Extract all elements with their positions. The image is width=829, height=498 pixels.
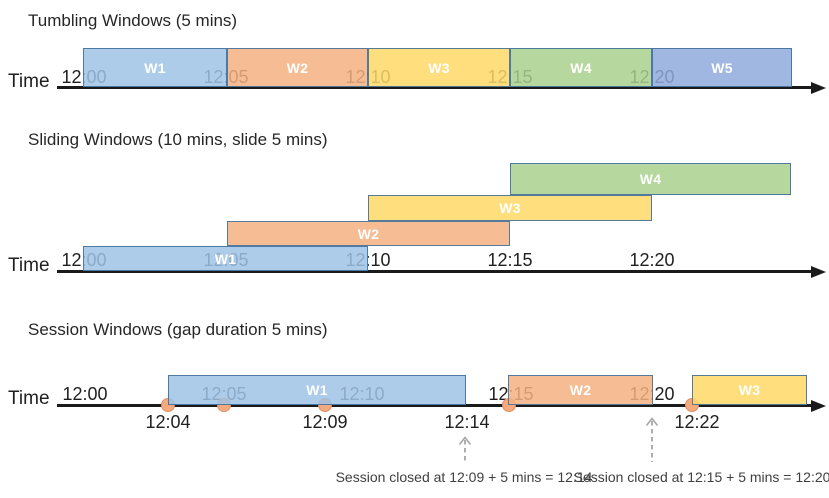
tick-label: 12:00 bbox=[62, 384, 108, 404]
window-box-w4: W4 bbox=[510, 48, 652, 87]
tick-label: 12:20 bbox=[629, 250, 675, 270]
window-label: W1 bbox=[306, 382, 328, 398]
event-dot bbox=[161, 398, 175, 412]
tick-label: 12:05 bbox=[203, 250, 249, 270]
window-box-w1: W1 bbox=[83, 48, 227, 87]
window-label: W5 bbox=[711, 59, 733, 76]
tick-label: 12:05 bbox=[201, 384, 247, 404]
window-box-w1: W1 bbox=[83, 246, 368, 271]
tick-label: 12:20 bbox=[629, 67, 675, 87]
time-axis-caption: Time bbox=[8, 71, 50, 92]
event-dot bbox=[217, 398, 231, 412]
window-label: W3 bbox=[738, 382, 761, 398]
window-box-w3: W3 bbox=[368, 195, 652, 221]
event-dot bbox=[685, 398, 699, 412]
tick-label: 12:15 bbox=[487, 67, 533, 87]
time-axis-line bbox=[57, 404, 812, 407]
event-dot bbox=[502, 398, 516, 412]
window-label: W1 bbox=[214, 250, 237, 267]
window-box-w2: W2 bbox=[508, 375, 653, 405]
window-label: W3 bbox=[499, 200, 521, 216]
window-box-w5: W5 bbox=[652, 48, 792, 87]
time-axis-line bbox=[57, 270, 812, 273]
tick-label: 12:15 bbox=[488, 384, 534, 404]
window-box-w3: W3 bbox=[692, 375, 807, 405]
dashed-up-arrow-icon bbox=[457, 436, 473, 471]
dashed-up-arrow-icon bbox=[644, 417, 660, 469]
window-label: W2 bbox=[569, 382, 592, 398]
window-label: W3 bbox=[428, 59, 450, 76]
window-box-w3: W3 bbox=[368, 48, 510, 87]
window-label: W2 bbox=[286, 59, 309, 76]
time-axis-caption: Time bbox=[8, 255, 50, 276]
section-title: Tumbling Windows (5 mins) bbox=[28, 11, 238, 30]
axis-arrowhead-icon bbox=[811, 81, 826, 94]
window-label: W4 bbox=[570, 59, 592, 76]
time-axis-line bbox=[57, 86, 812, 89]
window-box-w1: W1 bbox=[168, 375, 466, 405]
event-time-label: 12:14 bbox=[444, 412, 490, 432]
event-time-label: 12:22 bbox=[674, 412, 720, 432]
section-title: Session Windows (gap duration 5 mins) bbox=[28, 320, 328, 339]
time-axis-caption: Time bbox=[8, 388, 50, 409]
tick-label: 12:20 bbox=[629, 384, 675, 404]
tick-label: 12:10 bbox=[339, 384, 385, 404]
window-box-w4: W4 bbox=[510, 163, 791, 195]
section-title: Sliding Windows (10 mins, slide 5 mins) bbox=[28, 130, 328, 149]
session-close-annotation: Session closed at 12:15 + 5 mins = 12:20 bbox=[573, 469, 829, 485]
session-close-annotation: Session closed at 12:09 + 5 mins = 12:14 bbox=[335, 469, 593, 485]
window-box-w2: W2 bbox=[227, 48, 368, 87]
window-label: W4 bbox=[639, 171, 662, 187]
tick-label: 12:00 bbox=[61, 250, 107, 270]
tick-label: 12:00 bbox=[61, 67, 107, 87]
tick-label: 12:10 bbox=[345, 250, 391, 270]
tick-label: 12:10 bbox=[345, 67, 391, 87]
tick-label: 12:15 bbox=[487, 250, 533, 270]
event-dot bbox=[318, 398, 332, 412]
window-box-w2: W2 bbox=[227, 221, 510, 246]
axis-arrowhead-icon bbox=[811, 399, 826, 412]
event-time-label: 12:09 bbox=[302, 412, 348, 432]
tick-label: 12:05 bbox=[203, 67, 249, 87]
event-time-label: 12:04 bbox=[145, 412, 191, 432]
axis-arrowhead-icon bbox=[811, 265, 826, 278]
window-label: W1 bbox=[144, 59, 166, 76]
window-label: W2 bbox=[357, 225, 380, 242]
